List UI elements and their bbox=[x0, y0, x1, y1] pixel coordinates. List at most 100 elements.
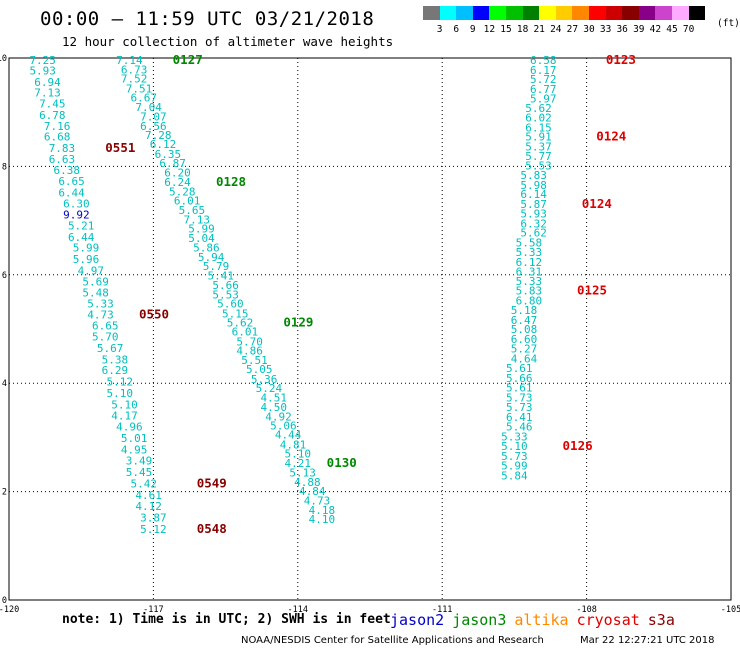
wave-height-value: 5.91 bbox=[525, 131, 552, 144]
wave-height-value: 6.32 bbox=[520, 217, 547, 230]
wave-height-value: 4.44 bbox=[275, 429, 302, 442]
wave-height-value: 5.99 bbox=[73, 242, 100, 255]
wave-height-value: 5.98 bbox=[520, 179, 547, 192]
wave-height-value: 6.80 bbox=[516, 294, 543, 307]
wave-height-value: 5.41 bbox=[208, 269, 235, 282]
wave-height-value: 4.86 bbox=[236, 345, 263, 358]
wave-height-value: 5.62 bbox=[520, 227, 547, 240]
wave-height-value: 6.20 bbox=[164, 166, 191, 179]
wave-height-value: 5.12 bbox=[106, 376, 133, 389]
wave-height-value: 5.05 bbox=[246, 363, 273, 376]
wave-height-value: 5.04 bbox=[188, 232, 215, 245]
wave-height-value: 5.06 bbox=[270, 419, 297, 432]
y-tick-label: 0 bbox=[2, 596, 7, 606]
wave-height-value: 5.24 bbox=[256, 382, 283, 395]
wave-height-value: 4.50 bbox=[260, 401, 287, 414]
wave-height-value: 4.61 bbox=[135, 489, 162, 502]
color-scale-label: 30 bbox=[583, 24, 595, 35]
color-scale-label: 18 bbox=[516, 24, 529, 35]
wave-height-value: 7.83 bbox=[49, 142, 76, 155]
color-scale-swatch bbox=[439, 6, 457, 20]
wave-height-value: 5.60 bbox=[217, 298, 244, 311]
wave-height-value: 5.79 bbox=[203, 260, 230, 273]
wave-height-value: 4.88 bbox=[294, 476, 321, 489]
wave-height-value: 7.28 bbox=[145, 129, 172, 142]
wave-height-value: 5.38 bbox=[102, 353, 129, 366]
pass-time-label: 0130 bbox=[327, 455, 357, 470]
wave-height-value: 6.65 bbox=[58, 175, 85, 188]
wave-height-value: 5.94 bbox=[198, 251, 225, 264]
legend-entry-s3a: s3a bbox=[647, 611, 675, 629]
x-tick-label: -120 bbox=[0, 605, 19, 615]
wave-height-value: 6.41 bbox=[506, 411, 533, 424]
wave-height-value: 5.72 bbox=[530, 73, 557, 86]
x-tick-label: -108 bbox=[576, 605, 596, 615]
wave-height-value: 5.99 bbox=[501, 460, 528, 473]
wave-height-value: 5.73 bbox=[501, 450, 528, 463]
legend-entry-jason2: jason2 bbox=[390, 611, 445, 629]
wave-height-value: 6.73 bbox=[121, 63, 148, 76]
wave-height-value: 6.29 bbox=[102, 364, 129, 377]
color-scale-swatch bbox=[688, 6, 706, 20]
wave-height-value: 4.95 bbox=[121, 443, 148, 456]
wave-height-value: 6.47 bbox=[511, 314, 538, 327]
wave-height-value: 7.13 bbox=[34, 87, 61, 100]
wave-height-value: 5.99 bbox=[188, 223, 215, 236]
wave-height-value: 6.58 bbox=[530, 54, 557, 67]
y-tick-label: 2 bbox=[2, 488, 7, 498]
chart-title: 00:00 – 11:59 UTC 03/21/2018 bbox=[40, 8, 375, 30]
wave-height-value: 7.13 bbox=[183, 214, 210, 227]
wave-height-value: 5.01 bbox=[121, 432, 148, 445]
color-scale-swatch bbox=[572, 6, 589, 20]
chart-subtitle: 12 hour collection of altimeter wave hei… bbox=[62, 34, 394, 49]
wave-height-value: 6.38 bbox=[54, 164, 81, 177]
wave-height-value: 5.51 bbox=[241, 354, 268, 367]
credit-footer: NOAA/NESDIS Center for Satellite Applica… bbox=[241, 635, 544, 646]
wave-height-value: 6.01 bbox=[232, 326, 259, 339]
color-scale-unit: (ft) bbox=[717, 18, 740, 29]
wave-height-value: 4.97 bbox=[78, 264, 105, 277]
wave-height-value: 4.84 bbox=[299, 485, 326, 498]
color-scale-swatch bbox=[672, 6, 689, 20]
wave-height-value: 4.12 bbox=[135, 500, 162, 513]
wave-height-value: 4.17 bbox=[111, 410, 138, 423]
wave-height-value: 5.62 bbox=[227, 316, 254, 329]
wave-height-value: 4.64 bbox=[511, 352, 538, 365]
color-scale-swatch bbox=[472, 6, 490, 20]
wave-height-value: 5.12 bbox=[140, 523, 167, 536]
wave-height-value: 3.49 bbox=[126, 455, 153, 468]
wave-height-value: 5.33 bbox=[516, 246, 543, 259]
wave-height-value: 9.92 bbox=[63, 209, 90, 222]
wave-height-value: 6.24 bbox=[164, 176, 191, 189]
wave-height-value: 5.46 bbox=[506, 421, 533, 434]
color-scale-label: 70 bbox=[682, 24, 695, 35]
wave-height-value: 5.33 bbox=[516, 275, 543, 288]
color-scale-swatch bbox=[622, 6, 639, 20]
color-scale-swatch bbox=[605, 6, 623, 20]
wave-height-value: 5.83 bbox=[520, 169, 547, 182]
wave-height-value: 4.10 bbox=[309, 513, 336, 526]
wave-height-value: 5.83 bbox=[516, 285, 543, 298]
wave-height-value: 4.92 bbox=[265, 410, 292, 423]
wave-height-value: 5.10 bbox=[285, 448, 312, 461]
color-scale-swatch bbox=[539, 6, 556, 20]
wave-height-value: 6.63 bbox=[49, 153, 76, 166]
color-scale-label: 33 bbox=[599, 24, 612, 35]
wave-height-value: 5.45 bbox=[126, 466, 153, 479]
x-tick-label: -117 bbox=[143, 605, 163, 615]
y-tick-label: 6 bbox=[2, 271, 7, 281]
color-scale-label: 3 bbox=[436, 24, 443, 35]
wave-height-value: 6.17 bbox=[530, 64, 557, 77]
legend-entry-cryosat: cryosat bbox=[576, 611, 640, 629]
wave-height-value: 7.14 bbox=[116, 54, 143, 67]
pass-time-label: 0550 bbox=[139, 306, 169, 321]
wave-height-value: 6.67 bbox=[131, 92, 158, 105]
wave-height-value: 6.01 bbox=[174, 195, 201, 208]
x-tick-label: -114 bbox=[288, 605, 308, 615]
wave-height-value: 5.53 bbox=[525, 159, 552, 172]
color-scale-label: 15 bbox=[500, 24, 512, 35]
wave-height-value: 6.30 bbox=[63, 197, 90, 210]
wave-height-value: 5.77 bbox=[525, 150, 552, 163]
wave-height-value: 6.02 bbox=[525, 112, 552, 125]
wave-height-value: 4.18 bbox=[309, 504, 336, 517]
